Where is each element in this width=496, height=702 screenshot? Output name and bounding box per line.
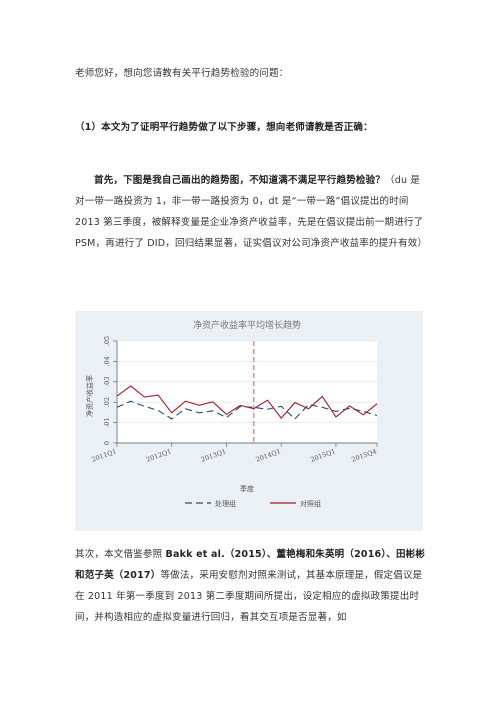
paragraph-1: 首先，下图是我自己画出的趋势图，不知道满不满足平行趋势检验？（du 是对一带一路… bbox=[75, 170, 427, 254]
x-tick-label: 2015Q1 bbox=[309, 447, 336, 463]
x-tick-label: 2013Q1 bbox=[200, 447, 227, 463]
plot-area bbox=[117, 341, 377, 443]
paragraph-1-rest: （du 是对一带一路投资为 1，非一带一路投资为 0，dt 是“一带一路”倡议提… bbox=[75, 175, 428, 249]
question-heading: （1）本文为了证明平行趋势做了以下步骤，想向老师请教是否正确： bbox=[75, 122, 373, 133]
y-tick-label: .03 bbox=[103, 377, 111, 387]
trend-chart: 净资产收益率平均增长趋势 0 .01 .02 .03 .04 .05 净资产收益率 2011Q1… bbox=[75, 311, 423, 531]
y-tick-label: .05 bbox=[103, 336, 111, 346]
series-line-2 bbox=[116, 385, 378, 419]
y-tick-label: .01 bbox=[103, 417, 111, 427]
x-tick-label: 2012Q1 bbox=[145, 447, 172, 463]
legend-label-1: 处理组 bbox=[215, 499, 236, 508]
greeting-text: 老师您好，想向您请教有关平行趋势检验的问题： bbox=[75, 68, 289, 79]
paragraph-1-bold: 首先，下图是我自己画出的趋势图，不知道满不满足平行趋势检验？ bbox=[94, 175, 386, 186]
x-tick-label: 2011Q1 bbox=[91, 447, 118, 463]
paragraph-2: 其次，本文借鉴参照 Bakk et al.（2015）、董艳梅和朱英明（2016… bbox=[75, 544, 427, 628]
x-tick-label: 2015Q4 bbox=[351, 447, 378, 463]
paragraph-2-body: 等做法，采用安慰剂对照来测试，其基本原理是，假定倡议是在 2011 年第一季度到… bbox=[75, 570, 423, 623]
y-tick-label: .02 bbox=[103, 397, 111, 407]
paragraph-2-lead: 其次，本文借鉴参照 bbox=[75, 549, 166, 560]
legend-label-2: 对照组 bbox=[300, 499, 321, 508]
x-axis-label: 季度 bbox=[240, 484, 254, 493]
y-axis-label: 净资产收益率 bbox=[85, 375, 94, 417]
paragraph-2-references: Bakk et al.（2015）、董艳梅和朱英明（2016）、田彬彬和范子英（… bbox=[75, 549, 426, 581]
chart-title: 净资产收益率平均增长趋势 bbox=[193, 319, 301, 331]
x-tick-label: 2014Q1 bbox=[255, 447, 282, 463]
y-tick-label: .04 bbox=[103, 356, 111, 366]
y-tick-label: 0 bbox=[103, 441, 111, 445]
trend-chart-svg: 净资产收益率平均增长趋势 0 .01 .02 .03 .04 .05 净资产收益率 2011Q1… bbox=[85, 319, 378, 508]
